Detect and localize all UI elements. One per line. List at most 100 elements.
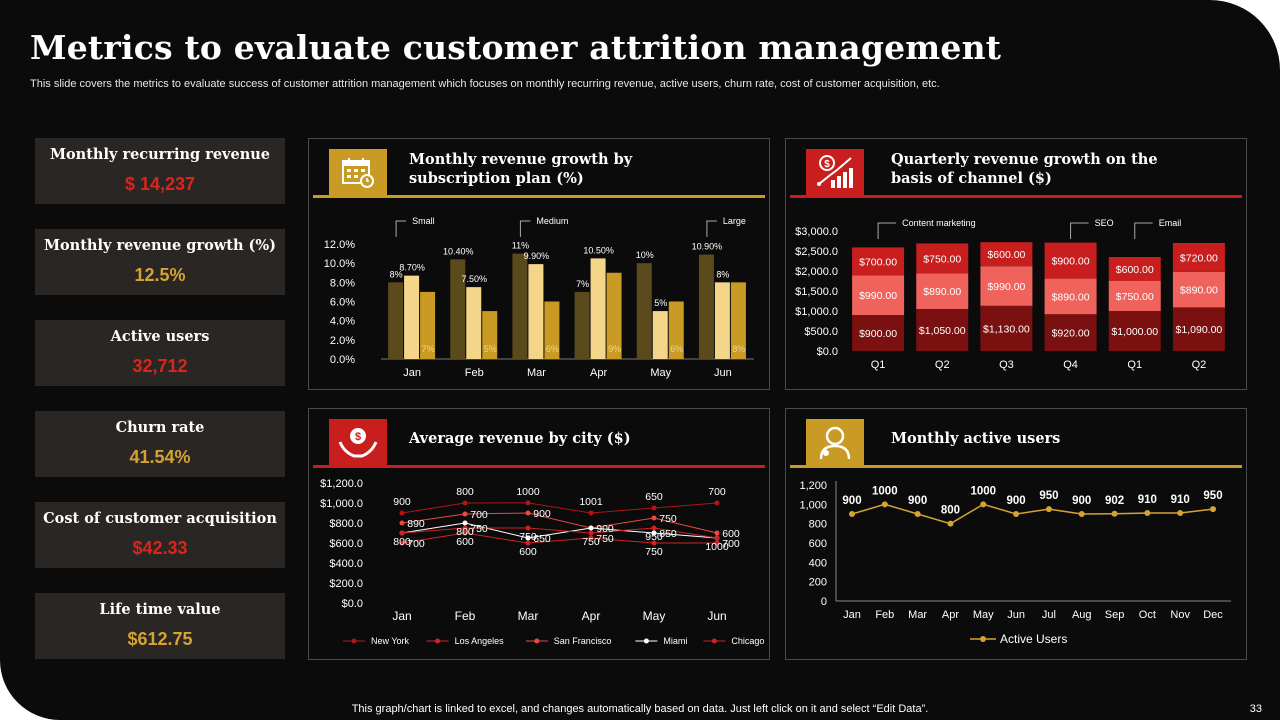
series-point <box>525 525 531 531</box>
footer-note: This graph/chart is linked to excel, and… <box>351 703 929 715</box>
bar <box>512 253 528 359</box>
data-label: 750 <box>645 546 663 558</box>
legend-marker <box>980 636 986 642</box>
y-tick-label: $800.0 <box>329 518 363 530</box>
panel-title-line: basis of channel ($) <box>891 170 1052 187</box>
x-tick-label: May <box>973 609 994 621</box>
stacked-bar-segment <box>1044 314 1097 351</box>
series-point <box>947 520 954 527</box>
data-label: 8% <box>716 269 729 279</box>
data-label: 900 <box>533 508 551 520</box>
series-point <box>914 511 921 517</box>
x-tick-label: Mar <box>908 609 927 621</box>
x-tick-label: May <box>650 367 671 379</box>
panel-active-users: Monthly active users 0 200 400 600 800 1,000 1… <box>785 408 1247 660</box>
stacked-bar-segment <box>1108 281 1161 311</box>
data-label: 6% <box>546 344 559 354</box>
data-label: 700 <box>470 509 488 521</box>
x-tick-label: Apr <box>582 609 601 623</box>
data-label: $900.00 <box>1052 256 1090 268</box>
data-label: 700 <box>708 486 726 498</box>
data-label: 650 <box>645 491 663 503</box>
x-tick-label: Apr <box>942 609 959 621</box>
bar <box>466 287 482 359</box>
user-icon <box>806 419 864 465</box>
kpi-monthly-revenue-growth: Monthly revenue growth (%) 12.5% <box>35 229 285 295</box>
data-label: 950 <box>645 531 663 543</box>
data-label: 1000 <box>705 541 729 553</box>
series-point <box>462 525 468 531</box>
bar <box>574 291 590 359</box>
y-tick-label: $3,000.0 <box>795 226 838 238</box>
data-label: 7% <box>422 344 435 354</box>
x-tick-label: Feb <box>875 609 894 621</box>
kpi-churn-rate: Churn rate 41.54% <box>35 411 285 477</box>
series-point <box>849 511 855 517</box>
panel-city-revenue: $ Average revenue by city ($) $0.0 $200.0… <box>308 408 770 660</box>
y-tick-label: 800 <box>809 519 827 531</box>
stacked-bar-segment <box>852 247 905 276</box>
x-tick-label: Feb <box>455 609 476 623</box>
y-tick-label: $0.0 <box>342 598 363 610</box>
data-label: $720.00 <box>1180 252 1218 264</box>
data-label: 750 <box>582 536 600 548</box>
data-label: 10.50% <box>583 245 614 255</box>
legend-callout-line <box>877 222 897 239</box>
panel-title-line: Quarterly revenue growth on the <box>891 151 1158 168</box>
x-tick-label: Feb <box>465 367 484 379</box>
data-label: 8% <box>732 344 745 354</box>
panel-title: Monthly active users <box>891 430 1061 447</box>
data-label: 900 <box>842 495 861 507</box>
money-hands-icon: $ <box>329 419 387 465</box>
y-tick-label: $200.0 <box>329 578 363 590</box>
data-label: 750 <box>470 523 488 535</box>
data-label: 6% <box>670 344 683 354</box>
kpi-label: Monthly recurring revenue <box>49 146 271 163</box>
panel-channel-growth: $ Quarterly revenue growth on the basis … <box>785 138 1247 390</box>
y-tick-label: 6.0% <box>330 297 355 309</box>
y-tick-label: $600.0 <box>329 538 363 550</box>
series-point <box>588 530 594 536</box>
series-point <box>525 540 531 546</box>
data-label: 850 <box>659 528 677 540</box>
x-tick-label: Jan <box>403 367 421 379</box>
y-tick-label: 0 <box>821 596 827 608</box>
kpi-label: Cost of customer acquisition <box>43 510 277 527</box>
data-label: 890 <box>407 518 425 530</box>
data-label: $700.00 <box>859 256 897 268</box>
data-label: $750.00 <box>923 253 961 265</box>
series-line <box>401 512 718 534</box>
kpi-label: Life time value <box>99 601 221 618</box>
data-label: 7.50% <box>461 274 487 284</box>
active-users-line-chart: 0 200 400 600 800 1,000 1,200 Jan Feb Mar Apr May Ju… <box>799 480 1231 646</box>
panel-underline <box>790 195 1242 198</box>
page-title: Metrics to evaluate customer attrition m… <box>30 28 1002 67</box>
bar <box>714 282 730 359</box>
panel-title-line: Monthly revenue growth by <box>409 151 633 168</box>
data-label: $890.00 <box>1052 291 1090 303</box>
y-tick-label: $1,200.0 <box>320 478 363 490</box>
y-tick-label: $500.0 <box>804 326 838 338</box>
legend-label: Chicago <box>731 636 764 646</box>
series-point <box>1045 506 1052 513</box>
data-label: 11% <box>512 241 529 251</box>
kpi-value: 32,712 <box>132 356 188 376</box>
data-label: $750.00 <box>1116 291 1154 303</box>
data-label: 700 <box>407 538 425 550</box>
data-label: 1000 <box>872 485 898 497</box>
data-label: 600 <box>456 536 474 548</box>
data-label: $600.00 <box>987 249 1025 261</box>
stacked-bar-segment <box>1172 271 1225 308</box>
series-point <box>462 500 468 506</box>
series-point <box>462 530 468 536</box>
legend-marker <box>711 638 717 644</box>
series-point <box>1111 510 1118 517</box>
page-number: 33 <box>1249 703 1262 715</box>
data-label: $920.00 <box>1052 328 1090 340</box>
series-point <box>1078 511 1085 517</box>
series-point <box>399 530 405 536</box>
series-point <box>399 540 405 546</box>
y-tick-label: 1,200 <box>799 480 827 492</box>
bar <box>482 311 498 359</box>
stacked-bar-segment <box>916 309 969 351</box>
